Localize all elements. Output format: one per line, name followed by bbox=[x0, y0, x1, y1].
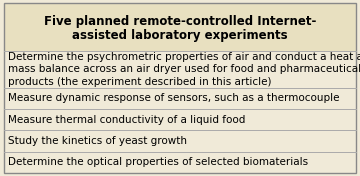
Text: Determine the optical properties of selected biomaterials: Determine the optical properties of sele… bbox=[8, 157, 308, 167]
Text: Five planned remote-controlled Internet-: Five planned remote-controlled Internet- bbox=[44, 14, 316, 27]
Text: assisted laboratory experiments: assisted laboratory experiments bbox=[72, 29, 288, 42]
Text: Determine the psychrometric properties of air and conduct a heat and
mass balanc: Determine the psychrometric properties o… bbox=[8, 52, 360, 87]
Bar bbox=[4, 3, 356, 51]
Text: Measure thermal conductivity of a liquid food: Measure thermal conductivity of a liquid… bbox=[8, 115, 246, 125]
Text: Study the kinetics of yeast growth: Study the kinetics of yeast growth bbox=[8, 136, 187, 146]
Text: Measure dynamic response of sensors, such as a thermocouple: Measure dynamic response of sensors, suc… bbox=[8, 93, 339, 103]
